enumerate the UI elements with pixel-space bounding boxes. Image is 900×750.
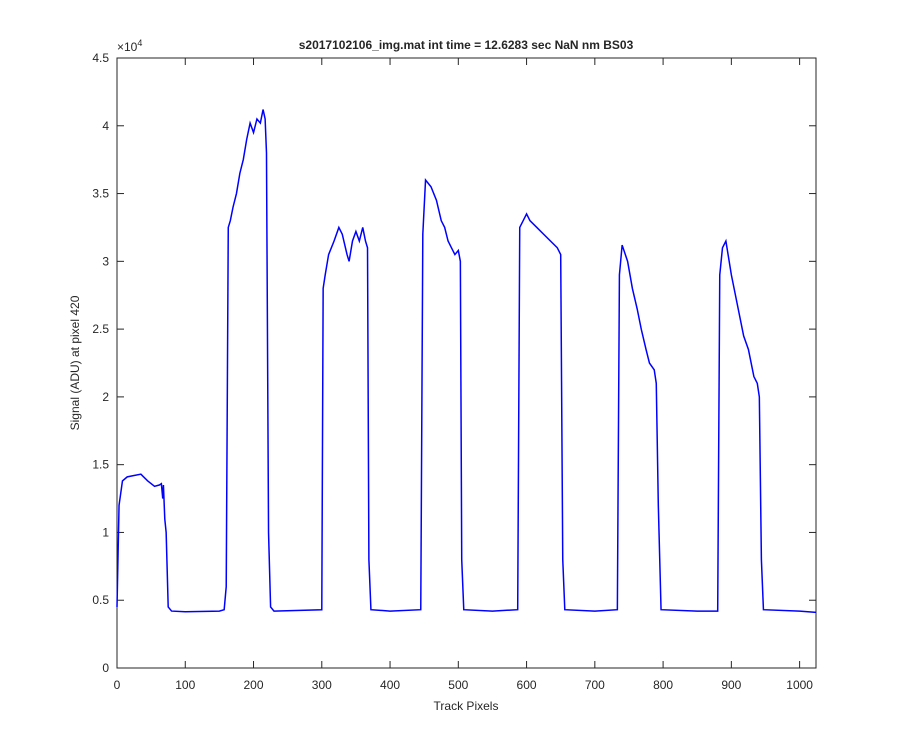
y-multiplier: ×104 [117,38,142,54]
y-tick-label: 0 [102,661,109,675]
x-tick-label: 1000 [786,678,813,692]
y-tick-label: 4.5 [92,51,109,65]
y-multiplier-base: ×10 [117,40,138,54]
data-line [116,109,817,614]
x-tick-label: 500 [448,678,468,692]
y-axis-label: Signal (ADU) at pixel 420 [68,295,82,430]
x-tick-label: 300 [312,678,332,692]
y-tick-label: 3 [102,254,109,268]
x-tick-label: 100 [175,678,195,692]
y-tick-label: 2 [102,390,109,404]
x-tick-label: 0 [114,678,121,692]
x-tick-label: 200 [244,678,264,692]
y-tick-label: 3.5 [92,187,109,201]
x-tick-label: 700 [585,678,605,692]
x-tick-label: 800 [653,678,673,692]
x-axis-label: Track Pixels [434,699,499,713]
chart-title: s2017102106_img.mat int time = 12.6283 s… [299,38,634,52]
y-tick-label: 0.5 [92,593,109,607]
x-tick-label: 900 [721,678,741,692]
y-tick-label: 1.5 [92,458,109,472]
y-tick-label: 1 [102,525,109,539]
x-tick-label: 400 [380,678,400,692]
y-tick-label: 4 [102,119,109,133]
y-tick-label: 2.5 [92,322,109,336]
x-tick-label: 600 [517,678,537,692]
plot-box [116,57,817,669]
y-multiplier-exponent: 4 [137,38,142,48]
